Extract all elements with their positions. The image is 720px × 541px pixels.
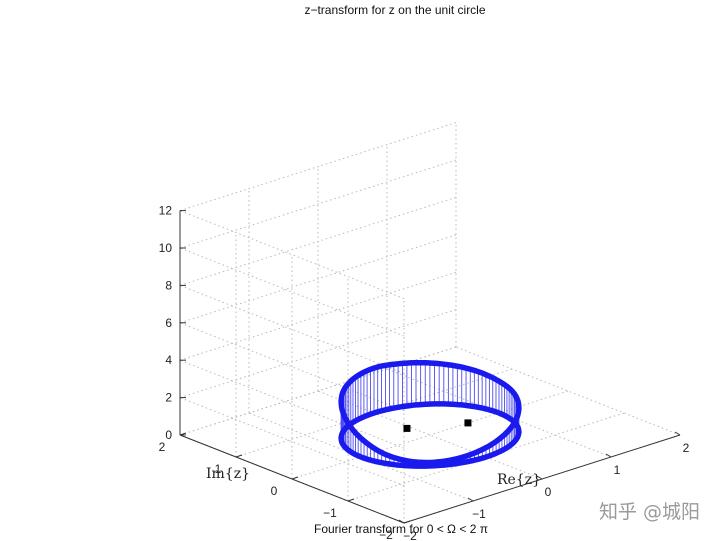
- wall-grid-line: [179, 159, 457, 249]
- figure-caption: Fourier transform for 0 < Ω < 2 π: [314, 522, 488, 536]
- x-tick-mark: [605, 453, 612, 458]
- floor-grid-line: [291, 390, 569, 480]
- wall-grid-line: [179, 346, 457, 436]
- z-tick-label: 6: [165, 316, 172, 330]
- z-tick-label: 0: [165, 428, 172, 442]
- wall-grid-line: [179, 247, 405, 337]
- magnitude-curves: [338, 359, 522, 469]
- x-axis-label: Re{z}: [497, 472, 541, 488]
- axes: [179, 210, 681, 524]
- y-tick-label: 1: [215, 462, 222, 476]
- x-tick-mark: [467, 497, 474, 502]
- x-tick-mark: [536, 475, 543, 480]
- x-tick-label: −2: [403, 529, 417, 541]
- magnitude-curve: [338, 359, 522, 466]
- y-tick-mark: [403, 520, 411, 524]
- y-tick-mark: [347, 498, 355, 502]
- y-tick-label: −2: [379, 528, 393, 541]
- pole-marker: [403, 424, 411, 432]
- x-tick-label: 1: [614, 463, 621, 477]
- z-tick-label: 12: [159, 204, 173, 218]
- y-tick-mark: [291, 476, 299, 480]
- x-tick-mark: [674, 431, 681, 436]
- wall-grid-line: [179, 309, 457, 399]
- chart-title: z−transform for z on the unit circle: [304, 3, 485, 17]
- z-tick-label: 4: [165, 353, 172, 367]
- z-tick-label: 8: [165, 278, 172, 292]
- x-tick-label: 0: [545, 485, 552, 499]
- unit-circle-curve: [338, 401, 522, 469]
- y-tick-mark: [235, 454, 243, 458]
- x-tick-mark: [398, 519, 405, 524]
- watermark-text: 知乎 @城阳: [599, 501, 700, 523]
- wall-grid-line: [179, 122, 457, 212]
- x-tick-label: 2: [683, 441, 690, 455]
- wall-grid-line: [179, 234, 457, 324]
- wall-grid-line: [179, 271, 457, 361]
- z-tick-label: 2: [165, 391, 172, 405]
- wall-grid-line: [179, 196, 457, 286]
- y-tick-label: −1: [323, 506, 337, 520]
- y-tick-label: 0: [271, 484, 278, 498]
- y-tick-label: 2: [159, 440, 166, 454]
- x-tick-label: −1: [472, 507, 486, 521]
- pole-marker: [464, 419, 472, 427]
- y-axis-label: Im{z}: [206, 466, 250, 482]
- pole-zero-points: [403, 419, 472, 432]
- z-tick-label: 10: [159, 241, 173, 255]
